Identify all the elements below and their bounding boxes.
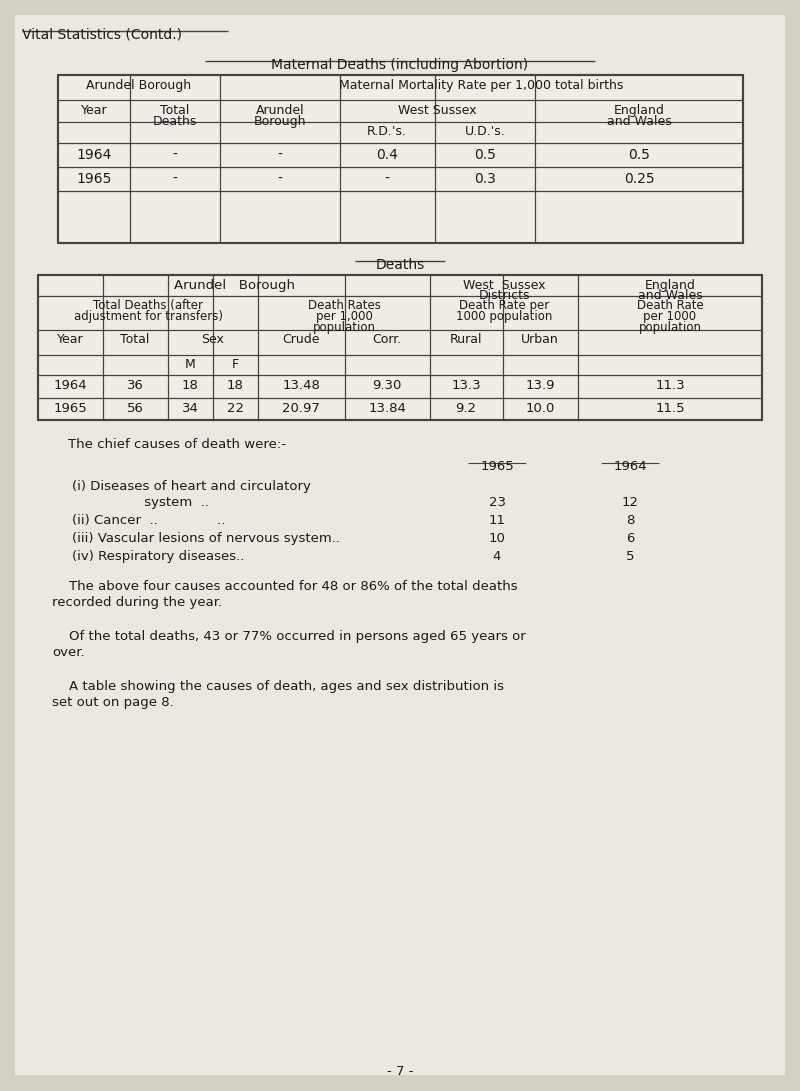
Bar xyxy=(58,75,743,243)
Text: Total: Total xyxy=(120,333,150,346)
Text: 11: 11 xyxy=(489,514,506,527)
Text: Deaths: Deaths xyxy=(375,257,425,272)
Text: 1965: 1965 xyxy=(480,460,514,473)
Text: West  Sussex: West Sussex xyxy=(462,279,546,292)
Text: set out on page 8.: set out on page 8. xyxy=(52,696,174,709)
Text: -: - xyxy=(173,148,178,161)
Text: Borough: Borough xyxy=(254,115,306,128)
Text: 1000 population: 1000 population xyxy=(456,310,552,323)
Text: 0.25: 0.25 xyxy=(624,172,654,185)
Text: Total: Total xyxy=(160,104,190,117)
Text: 5: 5 xyxy=(626,550,634,563)
Text: 36: 36 xyxy=(126,379,143,392)
Text: 1965: 1965 xyxy=(76,172,112,185)
Text: 0.5: 0.5 xyxy=(474,148,496,161)
Text: Arundel Borough: Arundel Borough xyxy=(86,79,191,92)
Text: 56: 56 xyxy=(126,401,143,415)
Text: recorded during the year.: recorded during the year. xyxy=(52,596,222,609)
Text: Crude: Crude xyxy=(282,333,320,346)
Text: Year: Year xyxy=(57,333,83,346)
Text: Arundel   Borough: Arundel Borough xyxy=(174,279,294,292)
Text: Rural: Rural xyxy=(450,333,482,346)
Text: 13.48: 13.48 xyxy=(282,379,320,392)
Bar xyxy=(38,275,762,420)
Text: 0.4: 0.4 xyxy=(376,148,398,161)
Text: Vital Statistics (Contd.): Vital Statistics (Contd.) xyxy=(22,28,182,41)
Text: Maternal Deaths (including Abortion): Maternal Deaths (including Abortion) xyxy=(271,58,529,72)
Text: West Sussex: West Sussex xyxy=(398,104,476,117)
Text: 6: 6 xyxy=(626,532,634,546)
Text: -: - xyxy=(173,172,178,185)
Text: 34: 34 xyxy=(182,401,198,415)
Text: Sex: Sex xyxy=(202,333,225,346)
Text: Corr.: Corr. xyxy=(372,333,402,346)
Text: 23: 23 xyxy=(489,496,506,509)
Text: M: M xyxy=(185,358,195,371)
Text: (ii) Cancer  ..              ..: (ii) Cancer .. .. xyxy=(72,514,226,527)
Text: Death Rates: Death Rates xyxy=(307,299,381,312)
Text: England: England xyxy=(645,279,695,292)
Text: (iv) Respiratory diseases..: (iv) Respiratory diseases.. xyxy=(72,550,244,563)
Text: 4: 4 xyxy=(493,550,501,563)
Text: 18: 18 xyxy=(182,379,198,392)
Text: Year: Year xyxy=(81,104,107,117)
Text: 11.5: 11.5 xyxy=(655,401,685,415)
Text: The above four causes accounted for 48 or 86% of the total deaths: The above four causes accounted for 48 o… xyxy=(52,580,518,594)
Text: (iii) Vascular lesions of nervous system..: (iii) Vascular lesions of nervous system… xyxy=(72,532,344,546)
Text: Total Deaths (after: Total Deaths (after xyxy=(93,299,203,312)
Text: 12: 12 xyxy=(622,496,638,509)
Text: population: population xyxy=(638,321,702,334)
Text: 9.2: 9.2 xyxy=(455,401,477,415)
Text: 1964: 1964 xyxy=(76,148,112,161)
Text: F: F xyxy=(231,358,238,371)
Text: Death Rate per: Death Rate per xyxy=(459,299,549,312)
Text: Maternal Mortality Rate per 1,000 total births: Maternal Mortality Rate per 1,000 total … xyxy=(339,79,623,92)
Text: A table showing the causes of death, ages and sex distribution is: A table showing the causes of death, age… xyxy=(52,680,504,693)
Text: The chief causes of death were:-: The chief causes of death were:- xyxy=(68,437,286,451)
Text: U.D.'s.: U.D.'s. xyxy=(465,125,506,137)
Text: 10.0: 10.0 xyxy=(526,401,554,415)
Text: 8: 8 xyxy=(626,514,634,527)
Text: 0.3: 0.3 xyxy=(474,172,496,185)
Text: England: England xyxy=(614,104,665,117)
Text: per 1,000: per 1,000 xyxy=(315,310,373,323)
Text: 13.84: 13.84 xyxy=(368,401,406,415)
Text: 0.5: 0.5 xyxy=(628,148,650,161)
Text: Of the total deaths, 43 or 77% occurred in persons aged 65 years or: Of the total deaths, 43 or 77% occurred … xyxy=(52,630,526,643)
Text: per 1000: per 1000 xyxy=(643,310,697,323)
Text: -: - xyxy=(385,172,390,185)
Text: (i) Diseases of heart and circulatory: (i) Diseases of heart and circulatory xyxy=(72,480,311,493)
Text: -: - xyxy=(278,148,282,161)
Text: and Wales: and Wales xyxy=(606,115,671,128)
Text: Arundel: Arundel xyxy=(256,104,304,117)
Text: 9.30: 9.30 xyxy=(372,379,402,392)
Text: - 7 -: - 7 - xyxy=(386,1065,414,1078)
Text: adjustment for transfers): adjustment for transfers) xyxy=(74,310,222,323)
Text: 22: 22 xyxy=(226,401,243,415)
Text: -: - xyxy=(278,172,282,185)
Text: Deaths: Deaths xyxy=(153,115,197,128)
Text: 13.3: 13.3 xyxy=(451,379,481,392)
Text: and Wales: and Wales xyxy=(638,289,702,302)
Text: 11.3: 11.3 xyxy=(655,379,685,392)
Text: 1965: 1965 xyxy=(53,401,87,415)
Text: Death Rate: Death Rate xyxy=(637,299,703,312)
Text: 1964: 1964 xyxy=(53,379,87,392)
Text: population: population xyxy=(313,321,375,334)
Text: 20.97: 20.97 xyxy=(282,401,320,415)
Text: Urban: Urban xyxy=(521,333,559,346)
Text: 1964: 1964 xyxy=(613,460,647,473)
Text: system  ..: system .. xyxy=(72,496,209,509)
Text: 18: 18 xyxy=(226,379,243,392)
Text: Districts: Districts xyxy=(478,289,530,302)
Text: over.: over. xyxy=(52,646,85,659)
Text: 10: 10 xyxy=(489,532,506,546)
Text: 13.9: 13.9 xyxy=(526,379,554,392)
Text: R.D.'s.: R.D.'s. xyxy=(367,125,407,137)
